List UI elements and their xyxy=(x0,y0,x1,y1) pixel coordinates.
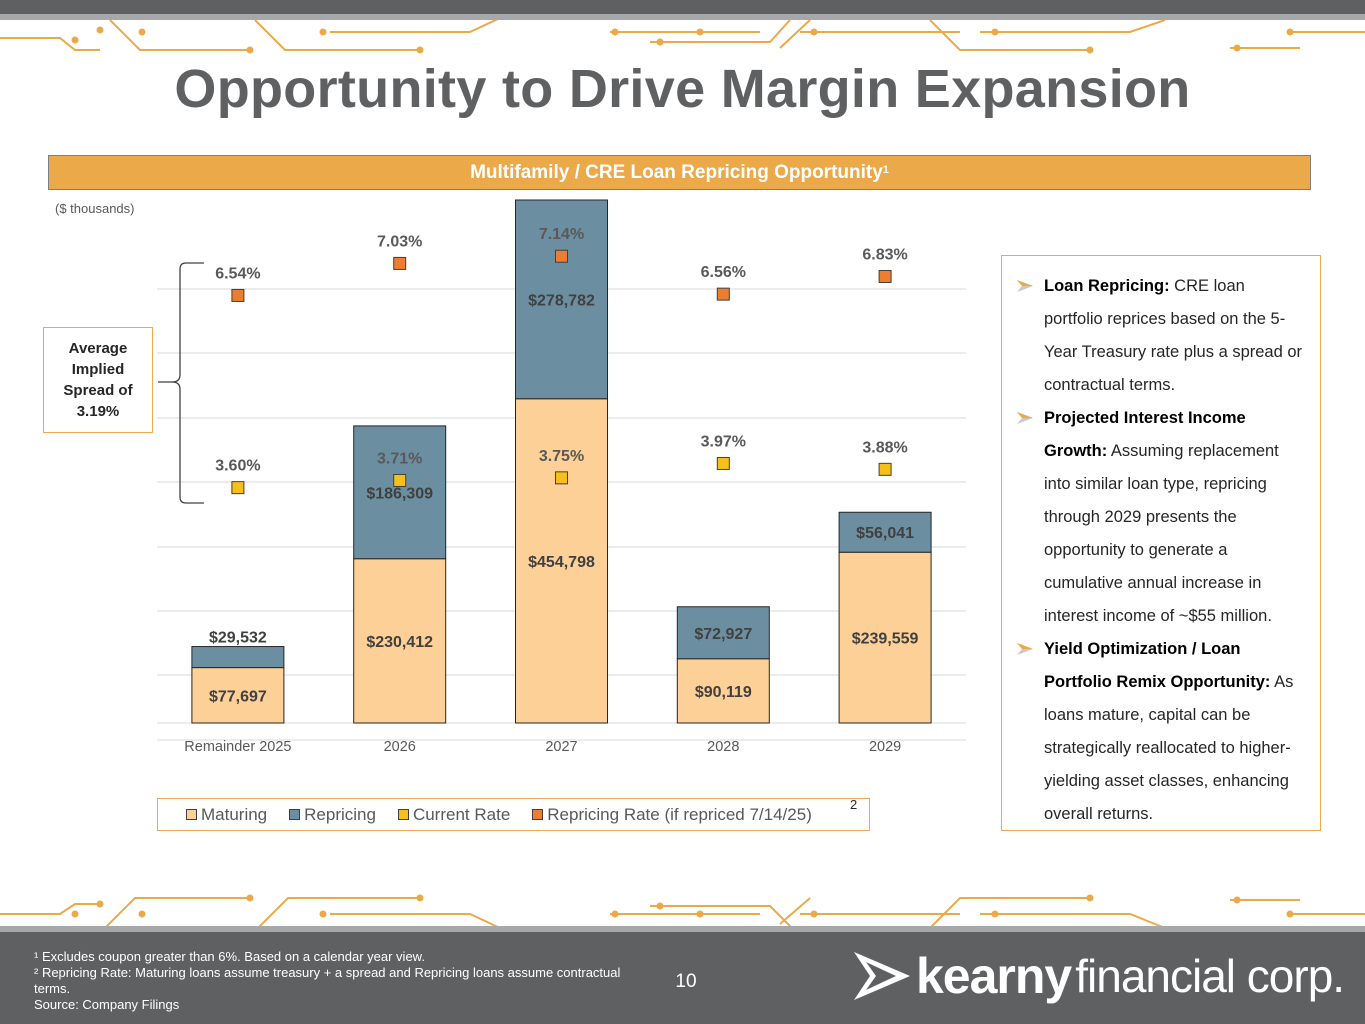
bar-maturing xyxy=(676,658,770,724)
current-rate-label: 3.88% xyxy=(862,439,907,456)
repricing-rate-label: 6.83% xyxy=(862,246,907,263)
bar-repricing xyxy=(515,199,608,400)
bar-maturing xyxy=(515,398,608,724)
bar-repricing xyxy=(838,511,932,553)
bar-repricing xyxy=(676,606,770,660)
legend-repricing-rate: Repricing Rate (if repriced 7/14/25) xyxy=(532,805,812,825)
bar-maturing xyxy=(191,667,285,724)
current-rate-marker xyxy=(878,462,892,476)
data-label-maturing: $77,697 xyxy=(209,688,267,705)
logo-word-financial: financial corp. xyxy=(1075,950,1345,1002)
footer xyxy=(0,932,1365,1024)
repricing-rate-marker xyxy=(878,269,892,283)
current-rate-label: 3.71% xyxy=(377,450,422,467)
data-label-repricing: $56,041 xyxy=(856,525,914,542)
legend-repricing: Repricing xyxy=(289,805,376,825)
legend-maturing-label: Maturing xyxy=(201,804,268,824)
page-number: 10 xyxy=(675,971,697,992)
chart-legend: Maturing Repricing Current Rate Repricin… xyxy=(157,798,870,831)
bullet-1-title: Loan Repricing: xyxy=(1044,277,1170,295)
legend-footnote-marker: 2 xyxy=(850,797,858,812)
commentary-box: Loan Repricing: CRE loan portfolio repri… xyxy=(1001,255,1321,831)
current-rate-label: 3.75% xyxy=(539,448,584,465)
repricing-rate-marker xyxy=(555,249,568,263)
bullet-yield-optimization: Yield Optimization / Loan Portfolio Remi… xyxy=(1016,633,1304,831)
circuit-decoration-bottom xyxy=(0,894,1365,928)
spread-brace xyxy=(158,262,204,504)
banner-label: Multifamily / CRE Loan Repricing Opportu… xyxy=(470,162,883,183)
data-label-maturing: $454,798 xyxy=(528,554,595,571)
logo-word-kearny: kearny xyxy=(916,948,1072,1004)
repricing-rate-marker xyxy=(393,256,407,270)
current-rate-label: 3.60% xyxy=(215,458,260,475)
bullet-2-text: Assuming replacement into similar loan t… xyxy=(1044,442,1279,625)
legend-repricing-label: Repricing xyxy=(304,804,376,824)
data-label-maturing: $90,119 xyxy=(695,684,752,701)
legend-swatch-maturing xyxy=(186,809,197,820)
footnote-2: ² Repricing Rate: Maturing loans assume … xyxy=(34,965,621,996)
footnotes: ¹ Excludes coupon greater than 6%. Based… xyxy=(34,949,634,1013)
data-label-repricing: $29,532 xyxy=(209,630,267,647)
bullet-loan-repricing: Loan Repricing: CRE loan portfolio repri… xyxy=(1016,270,1304,402)
circuit-decoration-top xyxy=(0,20,1365,54)
banner-footnote-marker: 1 xyxy=(882,164,889,176)
repricing-rate-marker xyxy=(231,288,245,302)
bullet-3-text: As loans mature, capital can be strategi… xyxy=(1044,673,1294,823)
legend-current-rate-label: Current Rate xyxy=(412,804,511,824)
bullet-1-text: CRE loan portfolio reprices based on the… xyxy=(1044,277,1303,394)
kearny-chevron-icon xyxy=(854,952,910,1000)
footer-accent xyxy=(0,926,1365,932)
current-rate-marker xyxy=(231,481,245,495)
bar-repricing xyxy=(353,425,447,560)
page-title: Opportunity to Drive Margin Expansion xyxy=(174,59,1191,119)
arrow-bullet-icon xyxy=(1016,633,1044,831)
data-label-repricing: $72,927 xyxy=(694,626,752,643)
units-label: ($ thousands) xyxy=(55,201,135,216)
legend-swatch-repricing-rate xyxy=(532,809,544,820)
rate-series: 3.60% 6.54% 3.71% 7.03% 3.75% 7.14% 3.97% 6.56%… xyxy=(215,226,908,495)
legend-swatch-repricing xyxy=(289,809,301,820)
current-rate-marker xyxy=(555,471,568,485)
repricing-rate-marker xyxy=(716,287,730,301)
source-note: Source: Company Filings xyxy=(34,997,180,1012)
x-axis-labels: Remainder 2025 2026 2027 2028 2029 xyxy=(184,739,901,755)
data-label-maturing: $239,559 xyxy=(852,631,919,648)
bullet-interest-income-growth: Projected Interest Income Growth: Assumi… xyxy=(1016,402,1304,633)
x-tick-label: 2027 xyxy=(545,739,577,755)
bar-maturing xyxy=(838,551,932,724)
legend-repricing-rate-label: Repricing Rate (if repriced 7/14/25) xyxy=(547,804,812,824)
arrow-bullet-icon xyxy=(1016,402,1044,633)
bar-maturing xyxy=(353,558,447,724)
bar-repricing xyxy=(191,646,285,669)
repricing-rate-label: 7.14% xyxy=(539,226,584,243)
data-label-repricing: $186,309 xyxy=(366,485,433,502)
company-logo: kearny financial corp. xyxy=(852,946,1345,1006)
current-rate-marker xyxy=(393,473,407,487)
legend-swatch-current-rate xyxy=(397,809,409,820)
bar-series: $77,697 $29,532 $230,412 $186,309 $454,798 $2… xyxy=(191,199,932,724)
data-label-repricing: $278,782 xyxy=(528,292,595,309)
arrow-bullet-icon xyxy=(1016,270,1044,402)
chart-banner: Multifamily / CRE Loan Repricing Opportu… xyxy=(48,155,1311,190)
average-spread-callout: Average Implied Spread of 3.19% xyxy=(43,327,153,433)
x-tick-label: Remainder 2025 xyxy=(184,739,291,755)
legend-maturing: Maturing xyxy=(186,805,267,825)
top-bar xyxy=(0,0,1365,14)
data-label-maturing: $230,412 xyxy=(366,634,433,651)
repricing-chart: $77,697 $29,532 $230,412 $186,309 $454,798 $2… xyxy=(157,199,966,755)
top-bar-accent xyxy=(0,14,1365,20)
x-tick-label: 2029 xyxy=(869,739,901,755)
current-rate-label: 3.97% xyxy=(701,433,746,450)
bullet-3-title: Yield Optimization / Loan Portfolio Remi… xyxy=(1044,640,1271,691)
legend-current-rate: Current Rate xyxy=(397,804,511,825)
x-tick-label: 2026 xyxy=(384,739,416,755)
bullet-2-title: Projected Interest Income Growth: xyxy=(1044,409,1246,460)
repricing-rate-label: 6.56% xyxy=(701,264,746,281)
repricing-rate-label: 6.54% xyxy=(215,265,260,282)
x-tick-label: 2028 xyxy=(707,739,739,755)
footnote-1: ¹ Excludes coupon greater than 6%. Based… xyxy=(34,949,425,964)
current-rate-marker xyxy=(716,456,730,470)
repricing-rate-label: 7.03% xyxy=(377,233,422,250)
